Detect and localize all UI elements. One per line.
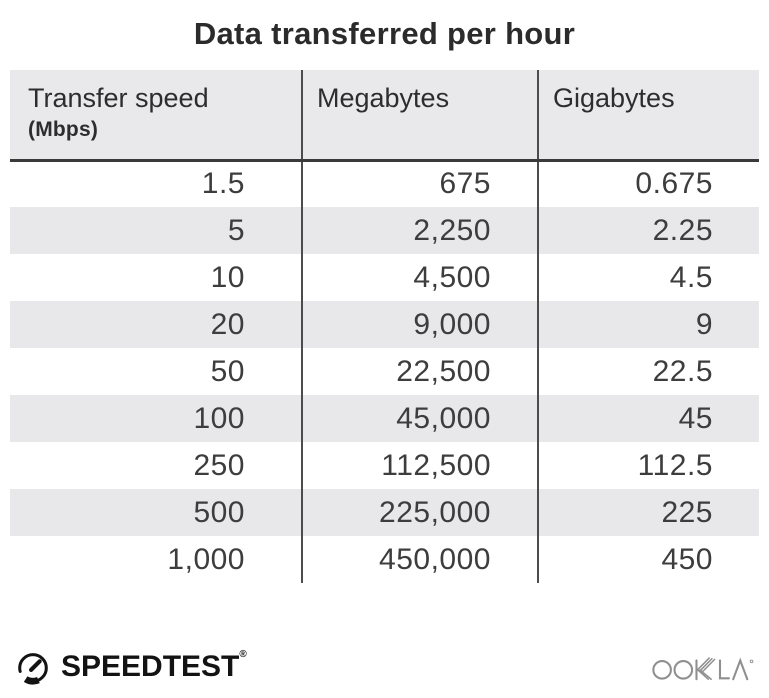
column-header-gigabytes: Gigabytes <box>537 70 759 162</box>
page-title: Data transferred per hour <box>193 16 576 51</box>
table-cell: 9,000 <box>301 301 538 348</box>
table-cell: 112.5 <box>537 442 759 489</box>
table-row: 5 2,250 2.25 <box>10 207 759 254</box>
table-cell: 250 <box>10 442 302 489</box>
column-header-megabytes: Megabytes <box>301 70 538 162</box>
table-cell: 450 <box>537 536 759 583</box>
table-row: 20 9,000 9 <box>10 301 759 348</box>
speedtest-label: SPEEDTEST <box>61 650 240 683</box>
table-row: 100 45,000 45 <box>10 395 759 442</box>
column-header-unit: (Mbps) <box>28 118 99 141</box>
registered-mark: ® <box>239 649 247 660</box>
table-cell: 9 <box>537 301 759 348</box>
table-cell: 2,250 <box>301 207 538 254</box>
table-row: 1,000 450,000 450 <box>10 536 759 583</box>
table-row: 50 22,500 22.5 <box>10 348 759 395</box>
footer: SPEEDTEST® <box>0 644 769 690</box>
data-table: Transfer speed (Mbps) Megabytes Gigabyte… <box>10 70 759 583</box>
table-cell: 450,000 <box>301 536 538 583</box>
table-cell: 1,000 <box>10 536 302 583</box>
table-cell: 4.5 <box>537 254 759 301</box>
table-cell: 100 <box>10 395 302 442</box>
table-cell: 20 <box>10 301 302 348</box>
table-cell: 4,500 <box>301 254 538 301</box>
table-cell: 45 <box>537 395 759 442</box>
table-cell: 675 <box>301 160 538 207</box>
column-header-transfer-speed: Transfer speed (Mbps) <box>10 70 302 162</box>
table-header: Transfer speed (Mbps) Megabytes Gigabyte… <box>10 70 759 162</box>
table-cell: 10 <box>10 254 302 301</box>
column-header-label: Transfer speed <box>28 83 209 113</box>
table-row: 250 112,500 112.5 <box>10 442 759 489</box>
table-cell: 45,000 <box>301 395 538 442</box>
table-cell: 500 <box>10 489 302 536</box>
table-cell: 22.5 <box>537 348 759 395</box>
table-cell: 112,500 <box>301 442 538 489</box>
column-header-label: Gigabytes <box>553 83 675 113</box>
ookla-logo <box>651 651 757 683</box>
table-cell: 2.25 <box>537 207 759 254</box>
table-row: 500 225,000 225 <box>10 489 759 536</box>
table-row: 1.5 675 0.675 <box>10 160 759 207</box>
table-cell: 22,500 <box>301 348 538 395</box>
table-cell: 225 <box>537 489 759 536</box>
table-cell: 5 <box>10 207 302 254</box>
gauge-icon <box>16 651 50 685</box>
ookla-wordmark-icon <box>652 657 754 681</box>
table-cell: 1.5 <box>10 160 302 207</box>
table-cell: 0.675 <box>537 160 759 207</box>
table-cell: 50 <box>10 348 302 395</box>
column-header-label: Megabytes <box>317 83 450 113</box>
table-body: 1.5 675 0.675 5 2,250 2.25 10 4,500 4.5 20 9,000 9 5… <box>10 160 759 583</box>
table-row: 10 4,500 4.5 <box>10 254 759 301</box>
table-cell: 225,000 <box>301 489 538 536</box>
speedtest-wordmark: SPEEDTEST® <box>61 649 247 683</box>
speedtest-logo: SPEEDTEST® <box>14 648 247 686</box>
header-row: Transfer speed (Mbps) Megabytes Gigabyte… <box>10 70 759 162</box>
